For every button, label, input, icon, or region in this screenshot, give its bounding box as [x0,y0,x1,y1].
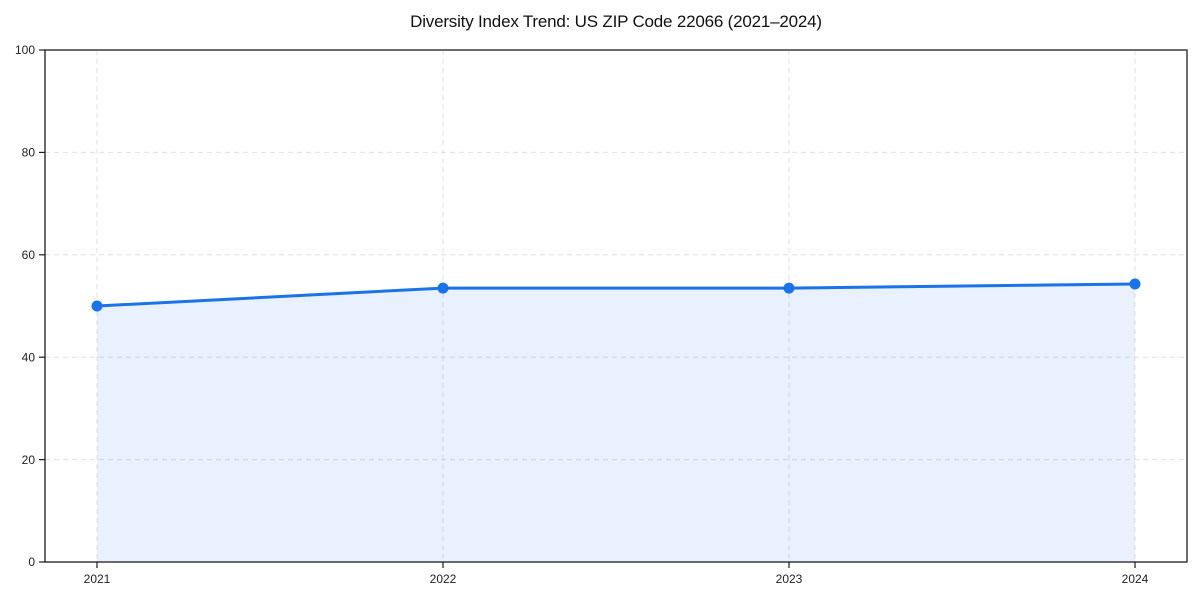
x-tick-label-2024: 2024 [1122,572,1149,586]
y-tick-label-20: 20 [22,453,36,467]
y-tick-label-0: 0 [28,555,35,569]
plot-border [44,49,1188,563]
trend-line [95,282,1137,308]
x-tick-label-2022: 2022 [430,572,457,586]
data-point-2021 [91,300,103,312]
y-tick-label-40: 40 [22,350,36,364]
chart-title: Diversity Index Trend: US ZIP Code 22066… [410,12,822,31]
data-point-2024 [1129,278,1141,290]
area-fill [97,283,1135,562]
y-tick-label-60: 60 [22,248,36,262]
axis-ticks [39,49,1136,568]
axis-tick-labels: 0 20 40 60 80 100 2021 2022 2023 2024 [15,43,1149,586]
y-tick-label-100: 100 [15,43,35,57]
data-points [91,278,1141,312]
data-point-2022 [437,282,449,294]
y-tick-label-80: 80 [22,146,36,160]
x-tick-label-2023: 2023 [776,572,803,586]
data-point-2023 [783,282,795,294]
grid-lines [45,50,1187,562]
x-tick-label-2021: 2021 [84,572,111,586]
